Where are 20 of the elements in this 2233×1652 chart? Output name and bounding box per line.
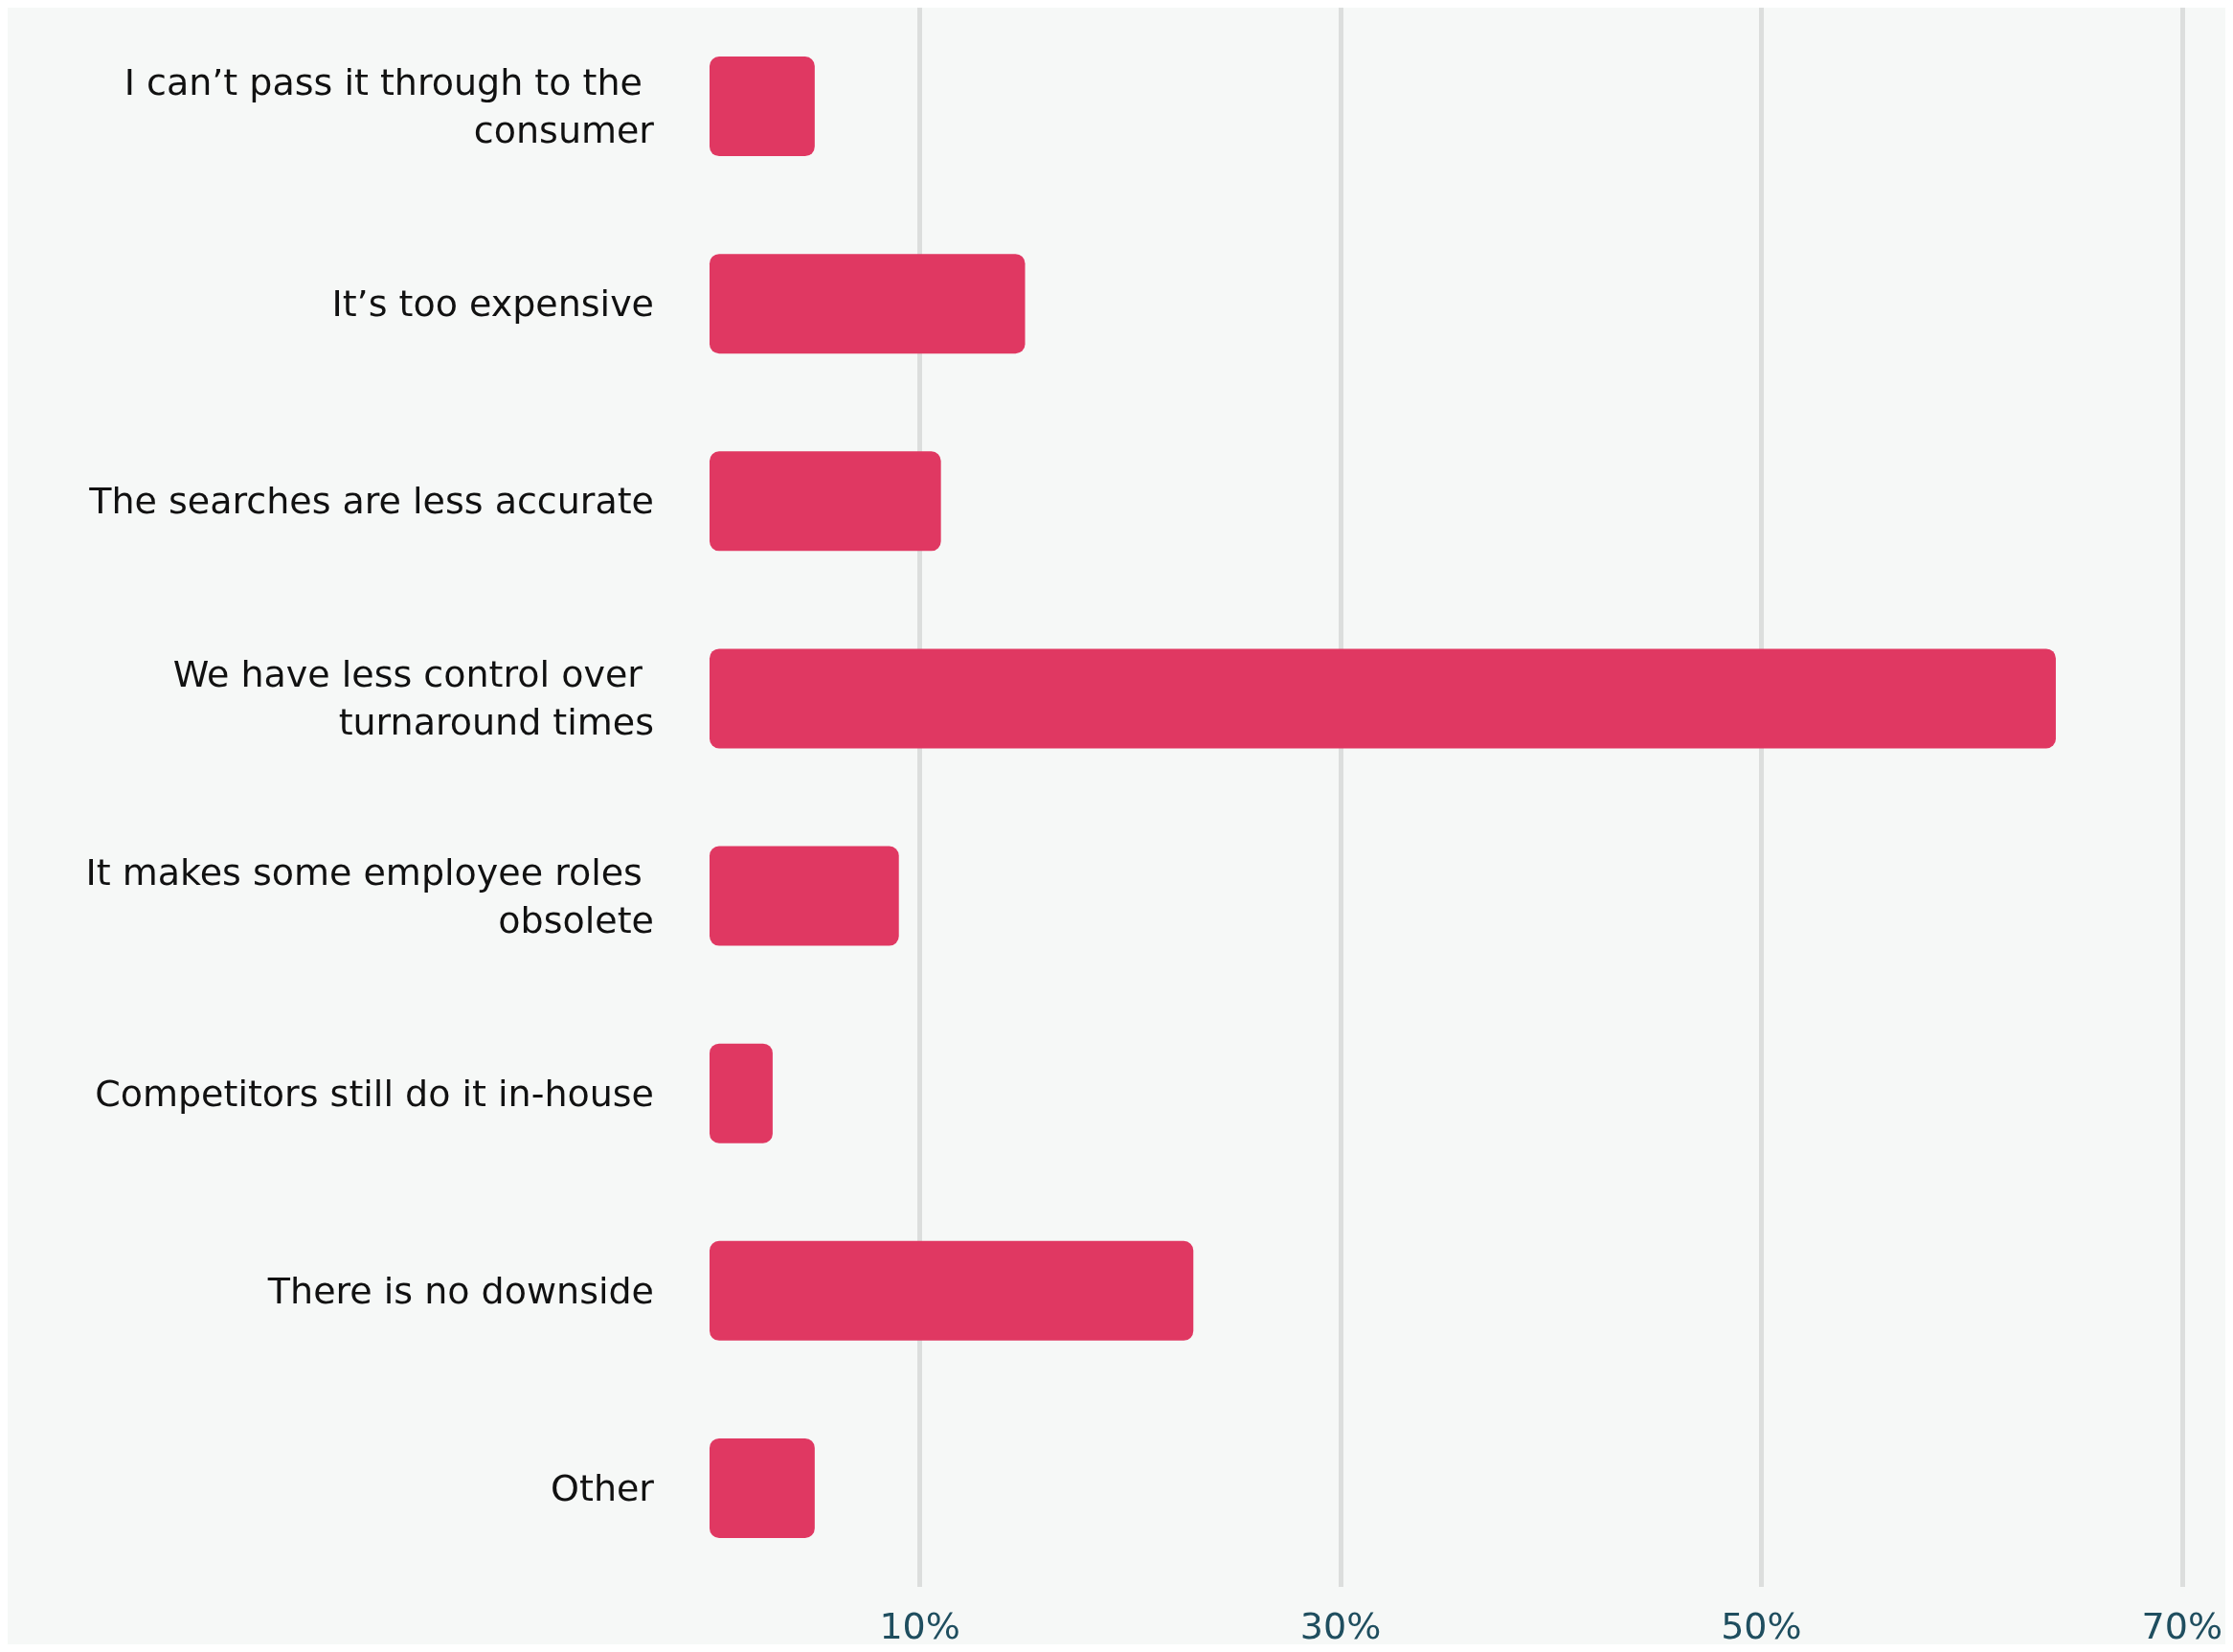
bar (710, 1043, 773, 1143)
x-tick-label: 10% (879, 1605, 960, 1647)
y-tick-label: It makes some employee roles obsolete (85, 850, 654, 941)
bar (710, 451, 941, 552)
bar (710, 648, 2056, 749)
x-tick-label: 70% (2141, 1605, 2222, 1647)
bar (710, 254, 1026, 354)
y-tick-label: We have less control over turnaround times (172, 653, 654, 744)
bar (710, 57, 815, 157)
bar (710, 846, 899, 946)
y-tick-label: Competitors still do it in-house (95, 1072, 654, 1115)
y-tick-label: There is no downside (266, 1269, 654, 1312)
y-tick-label: The searches are less accurate (88, 480, 654, 523)
x-tick-label: 30% (1299, 1605, 1382, 1647)
y-tick-label: Other (551, 1466, 655, 1509)
y-tick-label: It’s too expensive (331, 283, 654, 326)
bar (710, 1437, 815, 1538)
x-tick-label: 50% (1721, 1605, 1802, 1647)
y-tick-label: I can’t pass it through to the consumer (124, 61, 655, 152)
bar (710, 1240, 1194, 1341)
